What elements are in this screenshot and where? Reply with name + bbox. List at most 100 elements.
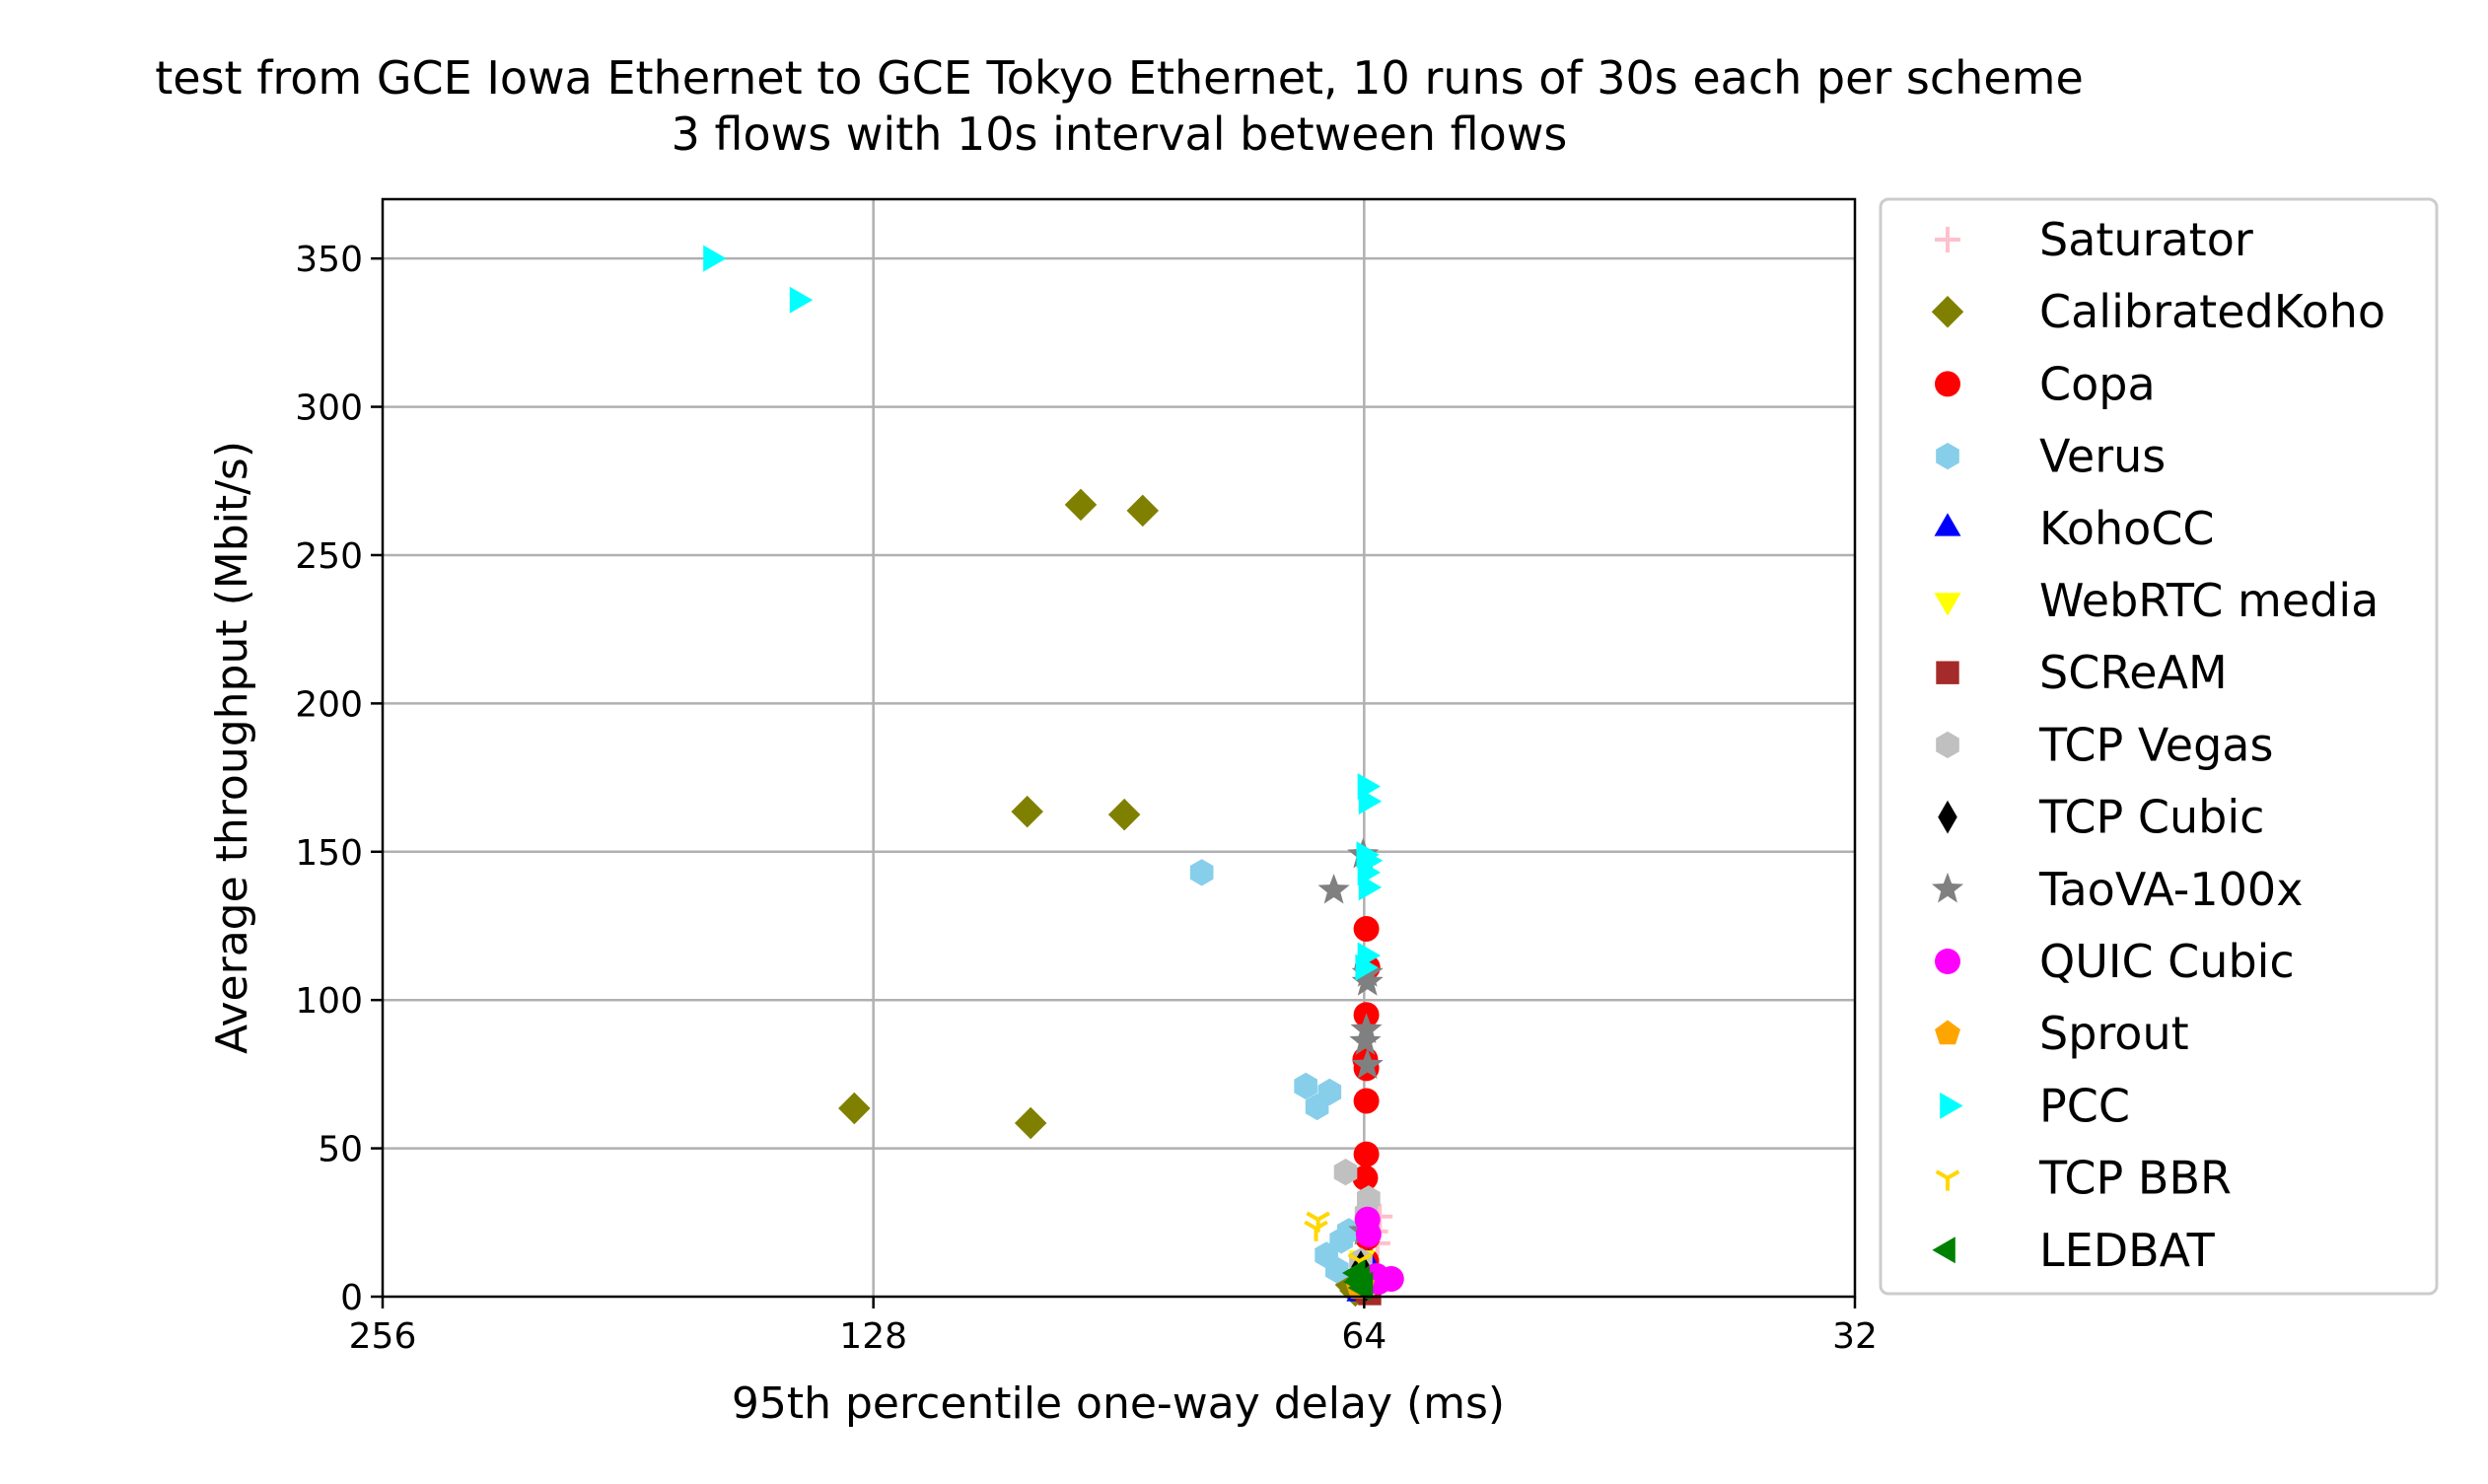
y-tick-label: 150: [295, 833, 363, 874]
data-point-verus: [1305, 1093, 1329, 1121]
data-point-quic-cubic: [1355, 1221, 1382, 1247]
data-point-pcc: [1355, 954, 1379, 981]
chart-title: test from GCE Iowa Ethernet to GCE Tokyo…: [155, 51, 2084, 105]
data-points: [703, 245, 1404, 1307]
y-tick-label: 50: [318, 1130, 363, 1170]
data-point-ledbat: [1347, 1274, 1372, 1302]
chart-subtitle: 3 flows with 10s interval between flows: [672, 107, 1568, 161]
data-point-pcc: [703, 245, 727, 272]
data-point-copa: [1353, 915, 1380, 942]
legend-item-calibratedkoho: CalibratedKoho: [1931, 285, 2385, 338]
data-point-calibratedkoho: [1107, 798, 1141, 831]
legend-item-verus: Verus: [1936, 430, 2166, 483]
legend-item-copa: Copa: [1935, 357, 2156, 410]
legend-label: TaoVA-100x: [2038, 863, 2303, 916]
legend-marker-verus: [1936, 442, 1959, 470]
series-verus: [1189, 859, 1361, 1284]
legend-marker-pcc: [1940, 1092, 1963, 1119]
legend-marker-ledbat: [1932, 1237, 1955, 1264]
x-axis-label: 95th percentile one-way delay (ms): [732, 1378, 1505, 1429]
legend-label: TCP BBR: [2038, 1152, 2232, 1205]
legend-item-kohocc: KohoCC: [1934, 502, 2215, 555]
plot-frame: [381, 197, 1857, 1299]
y-tick-label: 300: [295, 389, 363, 429]
y-axis-label: Average throughput (Mbit/s): [207, 441, 257, 1054]
data-point-verus: [1294, 1072, 1317, 1100]
data-point-taova-100x: [1317, 873, 1350, 904]
data-point-pcc: [1358, 788, 1383, 815]
y-tick-label: 100: [295, 981, 363, 1022]
data-point-taova-100x: [1351, 1048, 1384, 1080]
series-ledbat: [1342, 1259, 1374, 1302]
legend-item-tcp-bbr: TCP BBR: [1935, 1152, 2232, 1205]
x-tick-label: 128: [839, 1316, 907, 1357]
data-point-verus: [1325, 1256, 1349, 1284]
legend-marker-tcp-vegas: [1936, 731, 1959, 759]
legend-label: CalibratedKoho: [2039, 285, 2385, 338]
y-tick-label: 200: [295, 684, 363, 725]
legend-item-sprout: Sprout: [1935, 1007, 2189, 1060]
legend-item-tcp-cubic: TCP Cubic: [1938, 791, 2264, 844]
legend-label: PCC: [2039, 1079, 2130, 1132]
legend-item-taova-100x: TaoVA-100x: [1931, 863, 2303, 916]
data-point-calibratedkoho: [1014, 1106, 1047, 1140]
legend-marker-sprout: [1935, 1020, 1960, 1045]
x-tick-label: 64: [1341, 1316, 1386, 1357]
data-point-taova-100x: [1351, 965, 1384, 996]
data-point-tcp-bbr: [1304, 1220, 1328, 1241]
series-calibratedkoho: [838, 488, 1372, 1307]
legend-frame: [1879, 197, 2439, 1296]
data-point-calibratedkoho: [1064, 488, 1098, 522]
legend-marker-taova-100x: [1931, 872, 1964, 903]
legend-label: WebRTC media: [2039, 574, 2379, 627]
y-tick-label: 0: [340, 1278, 363, 1318]
legend-marker-copa: [1935, 371, 1960, 397]
y-tick-label: 350: [295, 240, 363, 280]
legend-label: LEDBAT: [2039, 1224, 2216, 1277]
axis-ticks: 0 50 100 150 200 250 300 350 256 128 64 32: [295, 240, 1878, 1357]
data-point-tcp-vegas: [1333, 1159, 1358, 1186]
legend-marker-calibratedkoho: [1931, 295, 1964, 328]
data-point-copa: [1352, 1165, 1379, 1191]
legend-label: Saturator: [2039, 213, 2253, 266]
legend-marker-saturator: [1935, 227, 1960, 252]
legend-item-quic-cubic: QUIC Cubic: [1935, 935, 2295, 988]
legend-label: TCP Vegas: [2038, 718, 2273, 771]
legend-label: KohoCC: [2039, 502, 2215, 555]
data-point-copa: [1353, 1141, 1380, 1167]
data-point-verus: [1189, 859, 1214, 886]
legend-item-webrtc-media: WebRTC media: [1934, 574, 2379, 627]
grid: [383, 199, 1855, 1297]
data-point-copa: [1353, 1088, 1380, 1114]
legend-label: SCReAM: [2039, 646, 2228, 699]
series-pcc: [703, 245, 1384, 981]
legend-marker-tcp-cubic: [1938, 800, 1957, 834]
x-tick-label: 256: [349, 1316, 417, 1357]
legend-item-saturator: Saturator: [1935, 213, 2253, 266]
data-point-taova-100x: [1349, 1025, 1382, 1055]
legend-item-scream: SCReAM: [1936, 646, 2228, 699]
x-tick-label: 32: [1832, 1316, 1878, 1357]
series-quic-cubic: [1354, 1206, 1404, 1295]
data-point-calibratedkoho: [1011, 795, 1043, 828]
legend-item-tcp-vegas: TCP Vegas: [1936, 718, 2273, 771]
legend-label: Verus: [2039, 430, 2166, 483]
data-point-pcc: [1358, 874, 1383, 901]
data-point-calibratedkoho: [1126, 494, 1160, 528]
legend-item-ledbat: LEDBAT: [1932, 1224, 2216, 1277]
data-point-calibratedkoho: [838, 1092, 871, 1125]
y-tick-label: 250: [295, 536, 363, 577]
legend: Saturator CalibratedKoho Copa Verus KohoCC We…: [1879, 197, 2439, 1296]
legend-label: QUIC Cubic: [2039, 935, 2295, 988]
legend-label: Copa: [2039, 357, 2156, 410]
data-point-pcc: [789, 286, 814, 314]
legend-marker-scream: [1936, 661, 1959, 684]
legend-label: TCP Cubic: [2038, 791, 2264, 844]
legend-label: Sprout: [2039, 1007, 2189, 1060]
legend-marker-quic-cubic: [1935, 949, 1960, 974]
legend-item-pcc: PCC: [1940, 1079, 2130, 1132]
legend-items: Saturator CalibratedKoho Copa Verus KohoCC We…: [1931, 213, 2385, 1277]
legend-marker-webrtc-media: [1934, 593, 1961, 616]
